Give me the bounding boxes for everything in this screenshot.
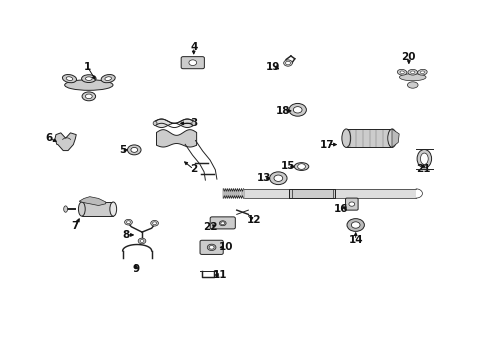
Bar — [81, 202, 113, 216]
Ellipse shape — [85, 77, 92, 80]
Polygon shape — [155, 119, 193, 127]
Circle shape — [152, 222, 156, 225]
Ellipse shape — [153, 121, 157, 125]
Circle shape — [207, 244, 216, 251]
Ellipse shape — [110, 202, 117, 216]
Text: 15: 15 — [280, 161, 295, 171]
Ellipse shape — [82, 92, 95, 101]
Circle shape — [283, 60, 292, 66]
Ellipse shape — [407, 69, 417, 75]
FancyBboxPatch shape — [181, 57, 204, 69]
Polygon shape — [156, 130, 196, 147]
Ellipse shape — [399, 74, 425, 81]
Circle shape — [150, 220, 158, 226]
Circle shape — [221, 222, 224, 225]
Text: 21: 21 — [415, 165, 430, 174]
Text: 18: 18 — [275, 106, 290, 116]
Circle shape — [350, 222, 359, 228]
Ellipse shape — [341, 129, 350, 147]
Circle shape — [188, 60, 196, 66]
Ellipse shape — [62, 75, 77, 83]
Ellipse shape — [101, 75, 115, 83]
FancyBboxPatch shape — [210, 217, 235, 229]
Circle shape — [348, 202, 354, 206]
Bar — [288, 189, 334, 198]
Ellipse shape — [419, 71, 424, 73]
Ellipse shape — [407, 82, 417, 88]
Ellipse shape — [397, 69, 406, 75]
Text: 10: 10 — [219, 242, 233, 252]
Text: 16: 16 — [333, 204, 348, 214]
Text: 8: 8 — [122, 230, 129, 240]
Circle shape — [127, 145, 141, 155]
Text: 14: 14 — [347, 235, 362, 245]
Ellipse shape — [78, 202, 85, 216]
Ellipse shape — [387, 129, 396, 147]
Polygon shape — [79, 197, 105, 206]
Text: 4: 4 — [190, 42, 197, 52]
Text: 5: 5 — [119, 145, 126, 155]
Text: 19: 19 — [265, 62, 279, 72]
Circle shape — [269, 172, 286, 185]
Text: 11: 11 — [213, 270, 227, 280]
FancyBboxPatch shape — [200, 240, 223, 255]
Ellipse shape — [104, 77, 111, 81]
Circle shape — [219, 221, 225, 226]
Text: 6: 6 — [45, 133, 52, 143]
Circle shape — [124, 219, 132, 225]
Circle shape — [293, 107, 302, 113]
Ellipse shape — [63, 206, 67, 212]
Polygon shape — [391, 129, 398, 147]
Text: 12: 12 — [246, 215, 261, 225]
Circle shape — [140, 239, 143, 242]
FancyBboxPatch shape — [345, 198, 357, 210]
Text: 2: 2 — [190, 165, 197, 174]
Bar — [346, 129, 391, 147]
Text: 22: 22 — [203, 222, 218, 232]
Circle shape — [126, 221, 130, 224]
Polygon shape — [55, 133, 76, 150]
Ellipse shape — [417, 69, 427, 75]
Ellipse shape — [81, 75, 96, 82]
Ellipse shape — [410, 71, 414, 73]
Circle shape — [131, 147, 138, 152]
Ellipse shape — [294, 163, 308, 170]
Text: 20: 20 — [401, 51, 415, 62]
Circle shape — [288, 103, 306, 116]
Text: 7: 7 — [71, 221, 79, 231]
Text: 13: 13 — [256, 173, 270, 183]
Ellipse shape — [416, 149, 431, 168]
Ellipse shape — [420, 153, 427, 165]
Text: 17: 17 — [319, 140, 333, 149]
Circle shape — [209, 246, 214, 249]
Ellipse shape — [191, 121, 195, 125]
Circle shape — [346, 219, 364, 231]
Ellipse shape — [66, 77, 73, 81]
Circle shape — [285, 61, 290, 65]
Ellipse shape — [85, 94, 92, 99]
Circle shape — [138, 238, 145, 244]
Ellipse shape — [64, 80, 113, 90]
Text: 9: 9 — [132, 264, 139, 274]
Ellipse shape — [399, 71, 404, 73]
Circle shape — [273, 175, 282, 181]
Text: 1: 1 — [83, 62, 91, 72]
Circle shape — [297, 164, 305, 169]
Text: 3: 3 — [190, 118, 197, 128]
